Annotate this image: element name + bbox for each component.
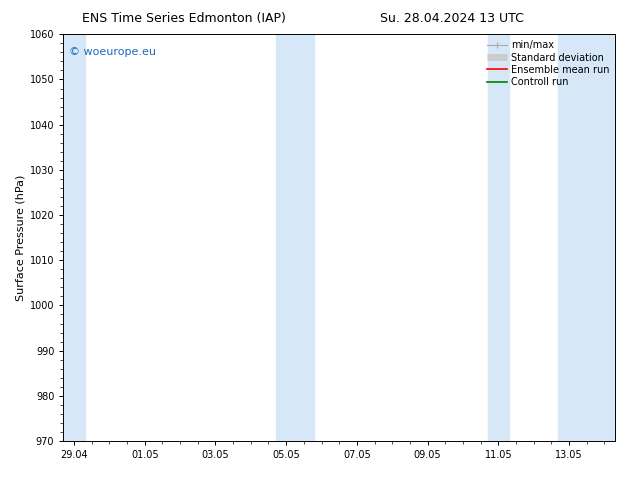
Bar <box>488 34 509 441</box>
Bar <box>276 34 314 441</box>
Bar <box>559 34 615 441</box>
Text: Su. 28.04.2024 13 UTC: Su. 28.04.2024 13 UTC <box>380 12 524 25</box>
Legend: min/max, Standard deviation, Ensemble mean run, Controll run: min/max, Standard deviation, Ensemble me… <box>484 37 612 90</box>
Bar <box>63 34 84 441</box>
Text: ENS Time Series Edmonton (IAP): ENS Time Series Edmonton (IAP) <box>82 12 287 25</box>
Text: © woeurope.eu: © woeurope.eu <box>69 47 156 56</box>
Y-axis label: Surface Pressure (hPa): Surface Pressure (hPa) <box>16 174 25 301</box>
